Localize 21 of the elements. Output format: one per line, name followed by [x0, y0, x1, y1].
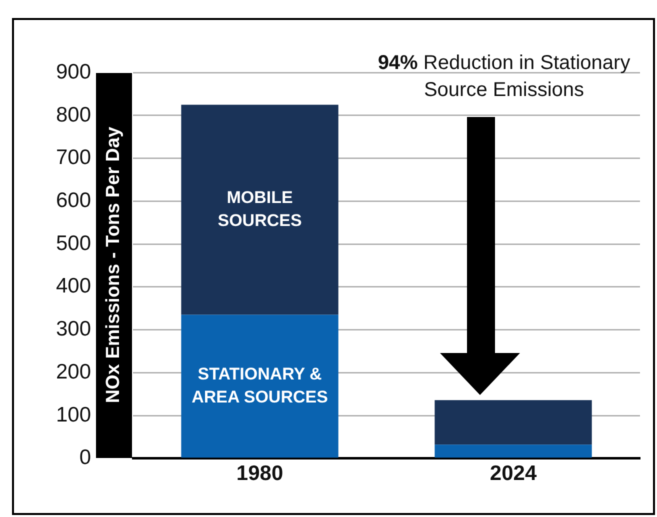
- y-tick-label: 100: [56, 403, 92, 426]
- x-tick-label: 1980: [236, 462, 284, 485]
- series-label: STATIONARY & AREA SOURCES: [192, 364, 328, 406]
- y-tick-label: 900: [56, 60, 92, 84]
- y-tick-label: 800: [56, 103, 92, 126]
- x-tick-label: 2024: [490, 462, 537, 485]
- y-tick-label: 0: [79, 446, 92, 470]
- y-tick-label: 600: [56, 188, 92, 212]
- bar: [434, 400, 592, 445]
- bar: [434, 444, 592, 458]
- bar: [181, 314, 338, 458]
- annotation: 94% Reduction in Stationary Source Emissions: [376, 51, 632, 103]
- y-tick-label: 500: [56, 232, 92, 255]
- series-label: MOBILE SOURCES: [218, 188, 302, 230]
- y-tick-label: 700: [56, 146, 92, 170]
- y-tick-label: 200: [56, 360, 92, 384]
- y-tick-label: 300: [56, 318, 92, 341]
- y-tick-label: 400: [56, 274, 92, 298]
- label-backdrop: NOx Emissions - Tons Per Day: [96, 72, 132, 458]
- bar: [181, 104, 338, 315]
- y-axis-title: NOx Emissions - Tons Per Day: [103, 127, 126, 404]
